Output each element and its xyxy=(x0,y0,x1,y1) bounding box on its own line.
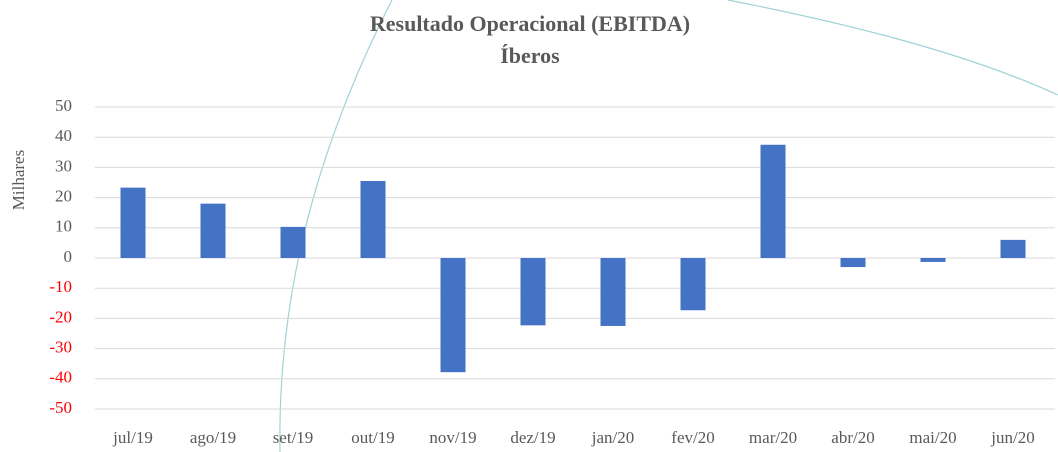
y-tick-label: 50 xyxy=(55,96,72,115)
y-tick-label: 20 xyxy=(55,187,72,206)
bar xyxy=(360,180,386,258)
bar xyxy=(760,144,786,258)
x-tick-label: out/19 xyxy=(351,428,394,447)
x-tick-label: fev/20 xyxy=(671,428,714,447)
x-tick-label: abr/20 xyxy=(831,428,874,447)
x-tick-label: jul/19 xyxy=(112,428,153,447)
x-tick-label: mar/20 xyxy=(749,428,797,447)
bar xyxy=(520,258,546,326)
y-tick-label: -40 xyxy=(49,368,72,387)
bar xyxy=(600,258,626,326)
bar xyxy=(200,203,226,258)
bar xyxy=(440,258,466,373)
bar xyxy=(120,187,146,258)
y-tick-label: -20 xyxy=(49,307,72,326)
x-tick-label: jan/20 xyxy=(591,428,635,447)
y-tick-label: 30 xyxy=(55,156,72,175)
y-tick-label: 10 xyxy=(55,217,72,236)
x-tick-label: dez/19 xyxy=(510,428,555,447)
bar xyxy=(1000,239,1026,258)
x-tick-label: jun/20 xyxy=(990,428,1034,447)
y-tick-label: 40 xyxy=(55,126,72,145)
bar xyxy=(680,258,706,311)
bar xyxy=(280,226,306,258)
y-tick-label: -50 xyxy=(49,398,72,417)
bar xyxy=(920,258,946,262)
y-tick-label: 0 xyxy=(64,247,73,266)
x-tick-label: nov/19 xyxy=(429,428,476,447)
y-axis-label: Milhares xyxy=(9,150,28,210)
y-tick-label: -30 xyxy=(49,338,72,357)
bar xyxy=(840,258,866,268)
decor-arc xyxy=(727,0,1058,96)
chart-title: Resultado Operacional (EBITDA) xyxy=(370,11,690,36)
y-tick-label: -10 xyxy=(49,277,72,296)
x-tick-label: mai/20 xyxy=(909,428,956,447)
chart-subtitle: Íberos xyxy=(500,43,560,68)
x-tick-label: set/19 xyxy=(273,428,314,447)
x-tick-label: ago/19 xyxy=(190,428,236,447)
